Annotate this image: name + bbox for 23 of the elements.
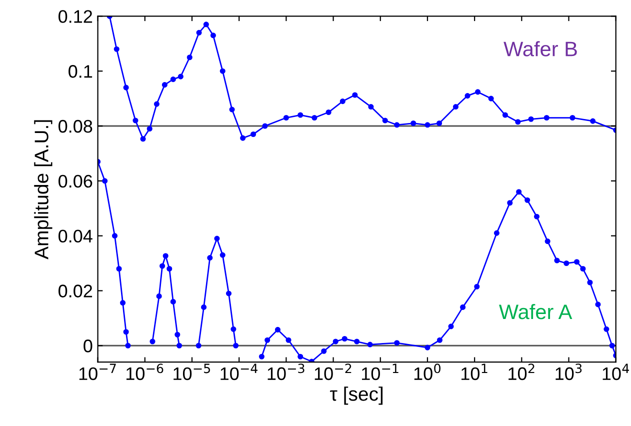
y-axis-title: Amplitude [A.U.] (34, 120, 52, 260)
x-tick-label: 10$^{−2}$ (314, 364, 352, 380)
y-tick-label: 0.04 (58, 230, 92, 243)
x-tick-label: 10$^{−3}$ (268, 364, 304, 380)
x-tick-label: 10$^{2}$ (508, 364, 534, 380)
x-tick-label: 10$^{−5}$ (174, 364, 210, 380)
x-tick-label: 10$^{4}$ (602, 364, 629, 380)
x-tick-label: 10$^{1}$ (462, 364, 488, 380)
x-tick-label: 10$^{−7}$ (79, 364, 116, 380)
x-axis-title: τ [sec] (330, 386, 383, 405)
x-tick-label: 10$^{−6}$ (126, 364, 164, 380)
y-tick-label: 0.08 (58, 120, 92, 133)
annotation: Wafer A (498, 304, 572, 320)
y-tick-label: 0.02 (58, 284, 92, 298)
x-tick-label: 10$^{−1}$ (362, 364, 398, 380)
annotation: Wafer B (504, 41, 577, 56)
x-tick-label: 10$^{3}$ (556, 364, 582, 380)
y-tick-label: 0.1 (68, 65, 92, 78)
y-tick-label: 0.06 (58, 174, 92, 188)
y-tick-label: 0 (84, 340, 92, 352)
y-tick-label: 0.12 (58, 10, 92, 23)
x-tick-label: 10$^{0}$ (414, 364, 440, 380)
x-tick-label: 10$^{−4}$ (220, 364, 258, 380)
